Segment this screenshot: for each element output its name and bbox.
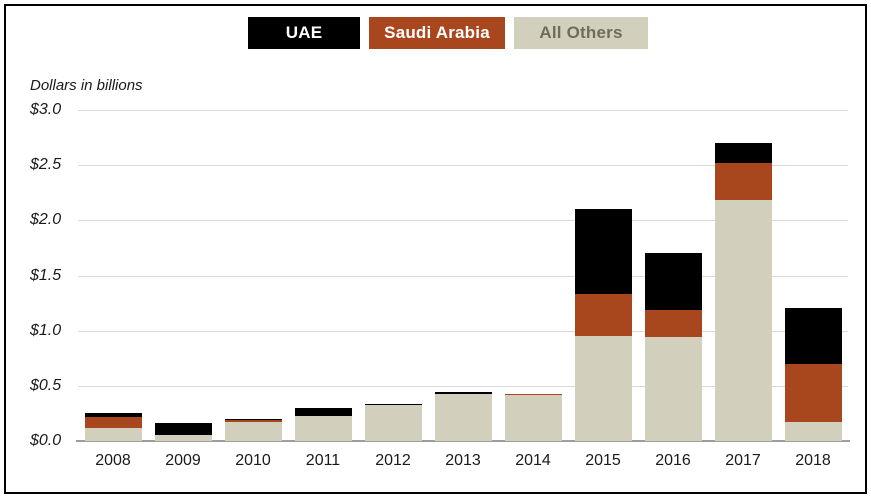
bar-2011-all-others (294, 415, 352, 441)
x-tick-2012: 2012 (375, 452, 411, 469)
y-tick--2-5: $2.5 (30, 156, 62, 174)
x-tick-2018: 2018 (795, 452, 831, 469)
bar-2018-all-others (784, 422, 842, 441)
x-tick-2017: 2017 (725, 452, 761, 469)
bar-2010-saudi-arabia (224, 420, 282, 423)
bar-2016-saudi-arabia (644, 309, 702, 338)
legend-item-all-others: All Others (514, 17, 648, 49)
x-tick-2015: 2015 (585, 452, 621, 469)
y-tick--1-5: $1.5 (30, 266, 62, 284)
bar-2008-all-others (84, 427, 142, 441)
bar-2017-all-others (714, 200, 772, 441)
bar-2016-all-others (644, 337, 702, 441)
legend-label-all-others: All Others (539, 23, 623, 42)
legend-label-saudi-arabia: Saudi Arabia (384, 23, 490, 42)
bar-2012-uae (364, 403, 422, 405)
bar-2011-uae (294, 407, 352, 416)
bar-2015-all-others (574, 336, 632, 441)
bar-2018-uae (784, 307, 842, 364)
bar-2009-uae (154, 423, 212, 436)
bar-2013-all-others (434, 393, 492, 441)
x-tick-2008: 2008 (95, 452, 131, 469)
gridline--3-0 (78, 110, 848, 111)
bar-2012-all-others (364, 404, 422, 441)
y-tick--0-5: $0.5 (30, 376, 62, 394)
gridline--2-0 (78, 220, 848, 222)
bar-2013-uae (434, 392, 492, 394)
x-tick-2016: 2016 (655, 452, 691, 469)
plot-area (76, 110, 850, 442)
bar-2017-uae (714, 143, 772, 163)
bar-2017-saudi-arabia (714, 162, 772, 201)
bar-2018-saudi-arabia (784, 363, 842, 423)
x-tick-2011: 2011 (305, 452, 341, 469)
bar-2015-saudi-arabia (574, 294, 632, 337)
x-tick-2014: 2014 (515, 452, 551, 469)
y-axis-title: Dollars in billions (30, 77, 143, 94)
legend-label-uae: UAE (285, 23, 323, 42)
bar-2009-all-others (154, 435, 212, 441)
bar-2014-saudi-arabia (504, 393, 562, 395)
x-tick-2013: 2013 (445, 452, 481, 469)
y-tick--2-0: $2.0 (30, 211, 62, 229)
gridline--1-5 (78, 275, 848, 277)
bar-2014-all-others (504, 394, 562, 441)
gridline--0-5 (78, 385, 848, 387)
gridline--1-0 (78, 330, 848, 332)
bar-2016-uae (644, 253, 702, 310)
x-tick-2010: 2010 (235, 452, 271, 469)
chart-legend: UAE Saudi Arabia All Others (248, 17, 648, 49)
bar-2010-all-others (224, 422, 282, 441)
y-tick--1-0: $1.0 (30, 321, 62, 339)
legend-item-saudi-arabia: Saudi Arabia (369, 17, 505, 49)
bar-2008-uae (84, 413, 142, 417)
legend-item-uae: UAE (248, 17, 360, 49)
bar-2010-uae (224, 418, 282, 421)
bar-2008-saudi-arabia (84, 416, 142, 428)
y-tick--0-0: $0.0 (30, 432, 62, 449)
x-axis-line (76, 440, 850, 442)
gridline--2-5 (78, 165, 848, 167)
y-tick--3-0: $3.0 (30, 101, 62, 118)
x-tick-2009: 2009 (165, 452, 201, 469)
bar-2015-uae (574, 209, 632, 295)
